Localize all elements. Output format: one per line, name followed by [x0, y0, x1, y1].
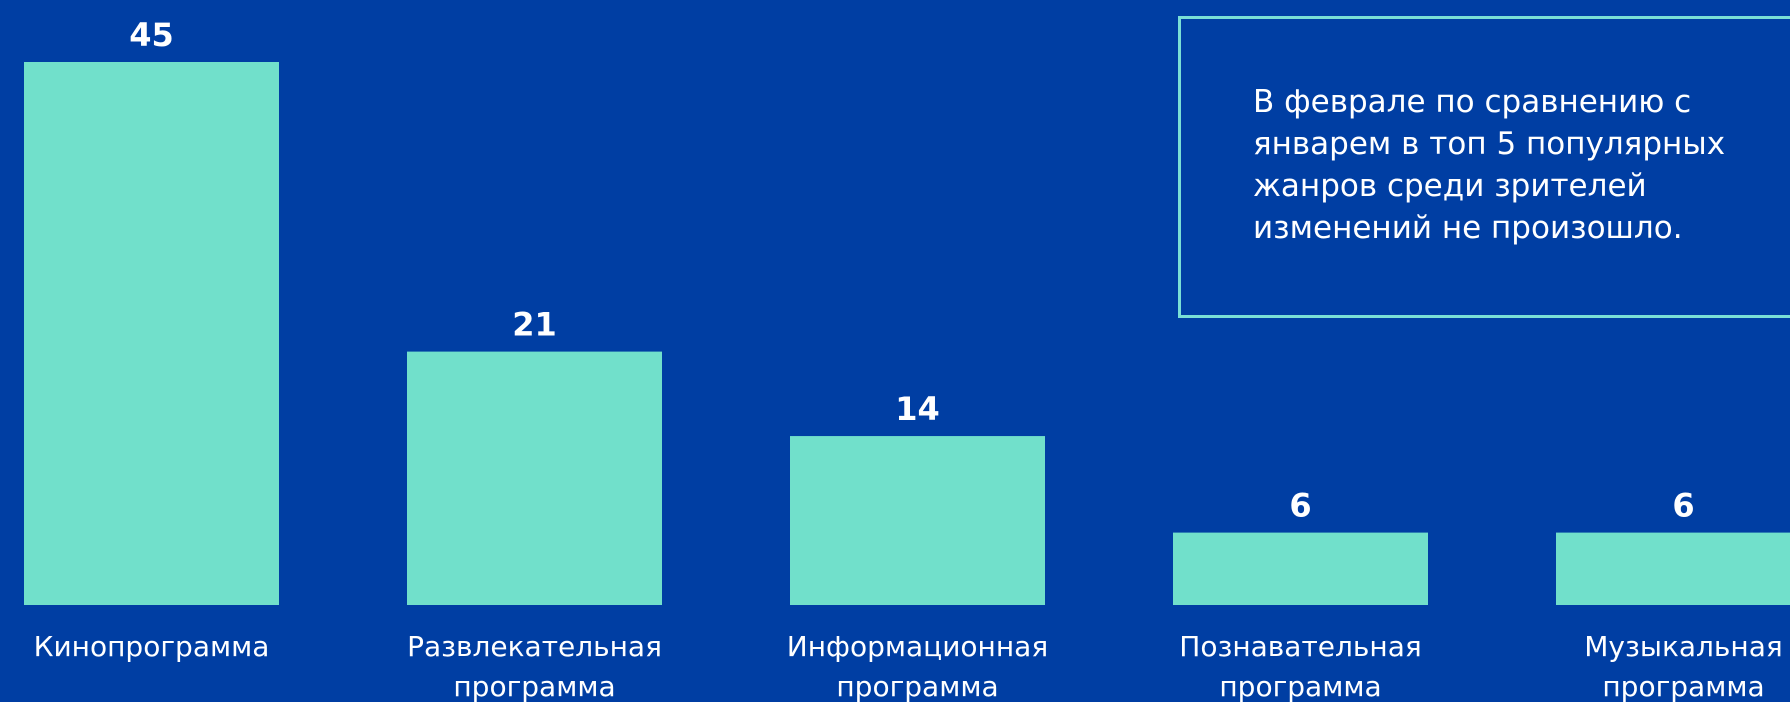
category-label-line: программа [453, 670, 615, 702]
bar-value-label: 45 [129, 16, 174, 54]
category-label-line: Кинопрограмма [34, 630, 270, 663]
category-label: Кинопрограмма [34, 630, 270, 663]
category-label-line: Музыкальная [1584, 630, 1783, 663]
bar-value-label: 21 [512, 306, 557, 344]
category-label-line: Развлекательная [407, 630, 662, 663]
bar-value-label: 14 [895, 390, 940, 428]
category-label: Музыкальная программа [1584, 630, 1783, 702]
note-box: В феврале по сравнению с январем в топ 5… [1178, 16, 1790, 318]
category-label: Информационная программа [787, 630, 1048, 702]
bar-3 [790, 436, 1045, 605]
bar-2 [407, 351, 662, 605]
bar-5 [1556, 532, 1790, 605]
category-label: Развлекательная программа [407, 630, 662, 702]
category-label-line: программа [1219, 670, 1381, 702]
category-label-line: Информационная [787, 630, 1048, 663]
note-text: В феврале по сравнению с январем в топ 5… [1253, 84, 1726, 246]
category-label-line: программа [836, 670, 998, 702]
value-label-group: 45 21 14 6 6 [129, 16, 1694, 525]
bar-value-label: 6 [1672, 487, 1694, 525]
category-label-line: Познавательная [1179, 630, 1421, 663]
bar-1 [24, 62, 279, 605]
bar-value-label: 6 [1289, 487, 1311, 525]
category-label-group: Кинопрограмма Развлекательная программаИнф… [34, 630, 1783, 702]
bar-4 [1173, 532, 1428, 605]
category-label: Познавательная программа [1179, 630, 1421, 702]
category-label-line: программа [1602, 670, 1764, 702]
bar-group [24, 62, 1790, 605]
